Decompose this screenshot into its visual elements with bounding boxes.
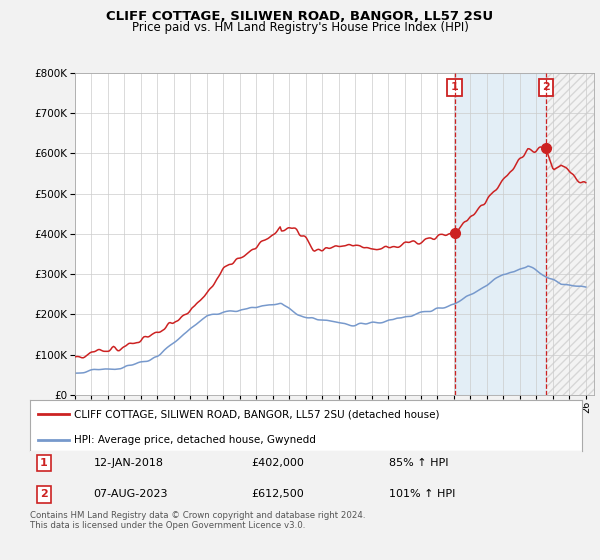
Text: 101% ↑ HPI: 101% ↑ HPI [389, 489, 455, 500]
Text: 07-AUG-2023: 07-AUG-2023 [94, 489, 168, 500]
Text: 12-JAN-2018: 12-JAN-2018 [94, 458, 163, 468]
Bar [455, 73, 546, 395]
Text: 85% ↑ HPI: 85% ↑ HPI [389, 458, 448, 468]
Text: £402,000: £402,000 [251, 458, 304, 468]
Text: 2: 2 [40, 489, 47, 500]
Text: Price paid vs. HM Land Registry's House Price Index (HPI): Price paid vs. HM Land Registry's House … [131, 21, 469, 34]
Bar [546, 73, 594, 395]
Text: CLIFF COTTAGE, SILIWEN ROAD, BANGOR, LL57 2SU (detached house): CLIFF COTTAGE, SILIWEN ROAD, BANGOR, LL5… [74, 409, 440, 419]
Text: £612,500: £612,500 [251, 489, 304, 500]
Text: CLIFF COTTAGE, SILIWEN ROAD, BANGOR, LL57 2SU: CLIFF COTTAGE, SILIWEN ROAD, BANGOR, LL5… [106, 10, 494, 23]
Text: 1: 1 [40, 458, 47, 468]
Text: 1: 1 [451, 82, 458, 92]
Text: HPI: Average price, detached house, Gwynedd: HPI: Average price, detached house, Gwyn… [74, 435, 316, 445]
Text: 2: 2 [542, 82, 550, 92]
Text: Contains HM Land Registry data © Crown copyright and database right 2024.
This d: Contains HM Land Registry data © Crown c… [30, 511, 365, 530]
